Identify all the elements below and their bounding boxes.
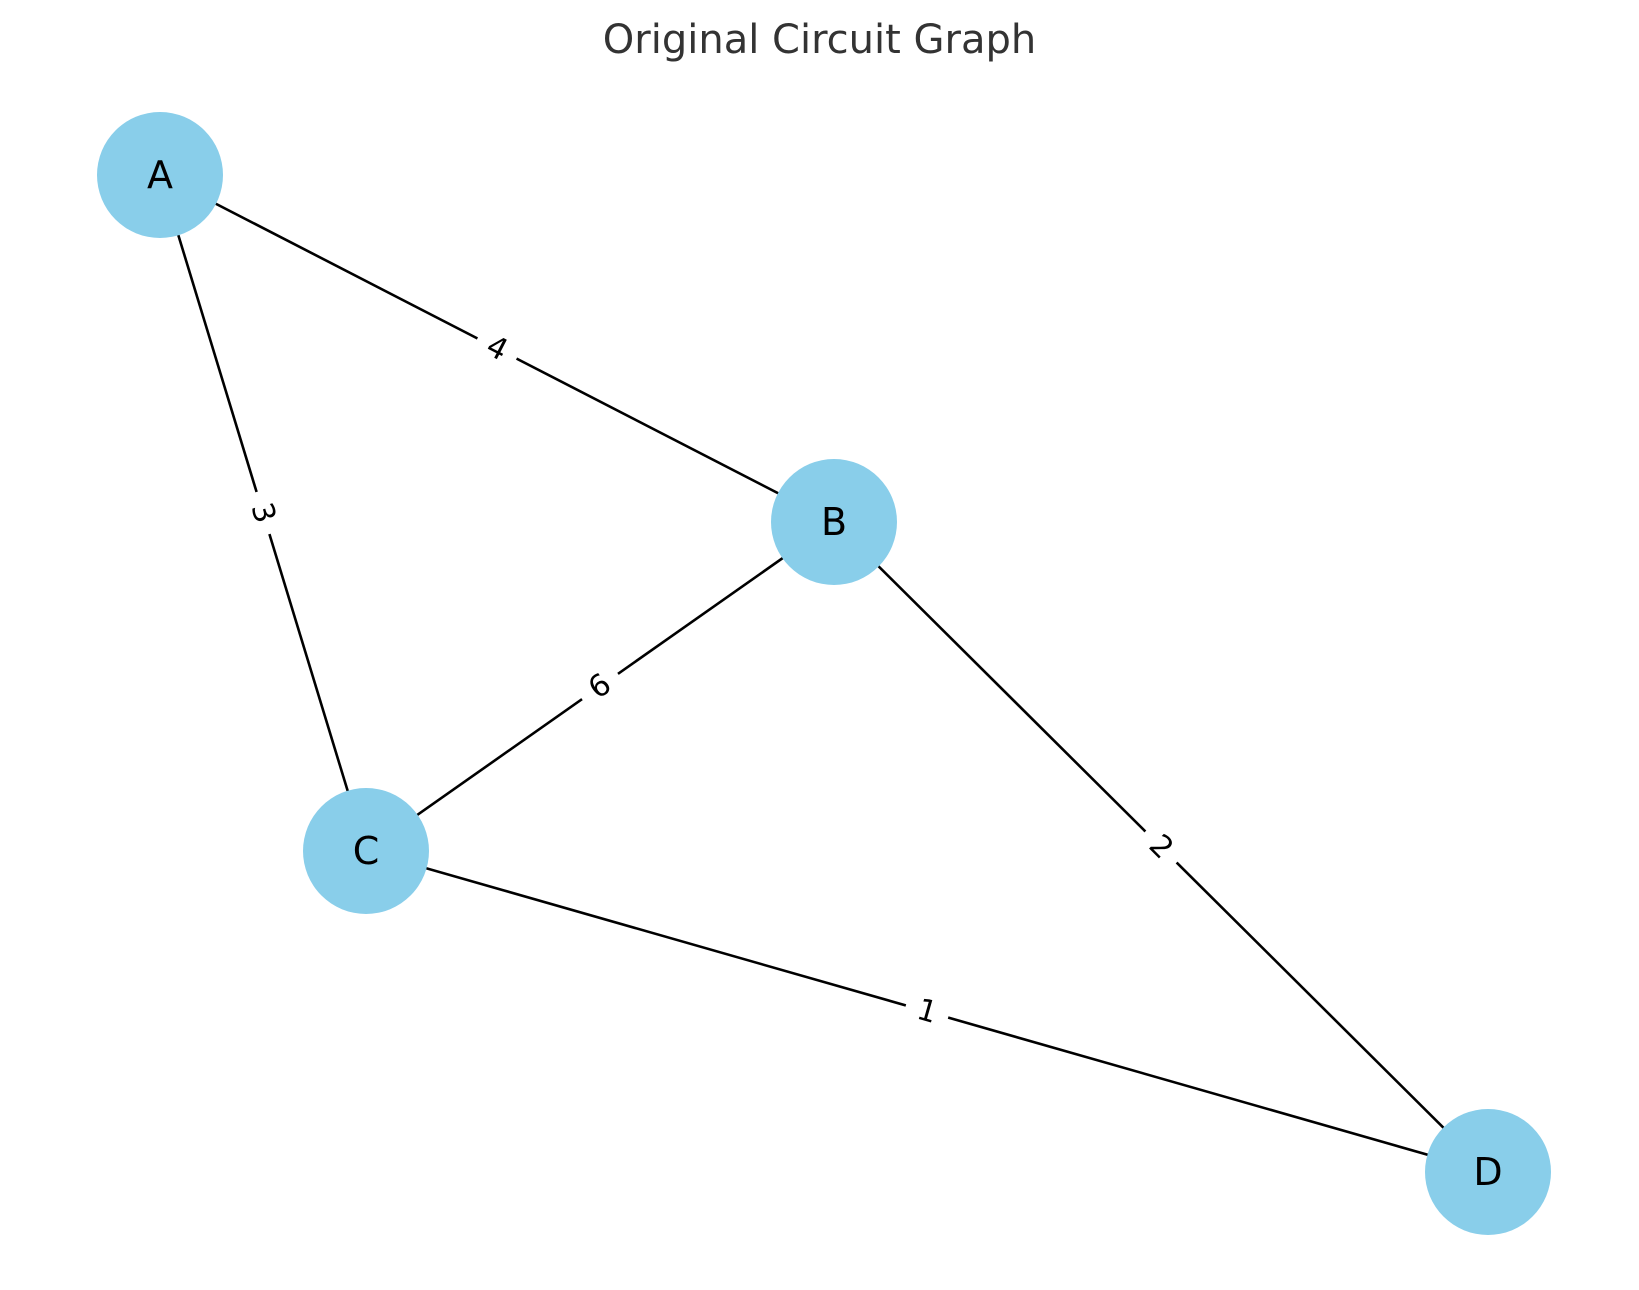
- edge-weight-background: [237, 486, 289, 540]
- node-A: A: [97, 112, 223, 238]
- edge-labels-layer: 4 3 6 2 1: [237, 320, 1191, 1037]
- node-C: C: [303, 788, 429, 914]
- edge-weight-background: [1131, 817, 1191, 877]
- node-circle: [1425, 1109, 1551, 1235]
- node-label: B: [821, 500, 847, 544]
- nodes-layer: A B C D: [97, 112, 1551, 1235]
- node-D: D: [1425, 1109, 1551, 1235]
- edge-weight-B-C: 6: [570, 657, 630, 716]
- node-label: A: [147, 153, 173, 197]
- edge-weight-B-D: 2: [1131, 817, 1191, 877]
- edge-weight-A-C: 3: [237, 486, 289, 540]
- node-circle: [771, 459, 897, 585]
- edge-weight-background: [570, 657, 630, 716]
- edge-weight-background: [468, 320, 526, 377]
- graph-title: Original Circuit Graph: [602, 17, 1037, 63]
- node-label: C: [353, 829, 380, 873]
- edge-weight-A-B: 4: [468, 320, 526, 377]
- edges-layer: [158, 173, 1489, 1174]
- edge-weight-background: [900, 986, 954, 1037]
- node-circle: [97, 112, 223, 238]
- node-B: B: [771, 459, 897, 585]
- node-label: D: [1473, 1150, 1502, 1194]
- node-circle: [303, 788, 429, 914]
- edge-weight-C-D: 1: [900, 986, 954, 1037]
